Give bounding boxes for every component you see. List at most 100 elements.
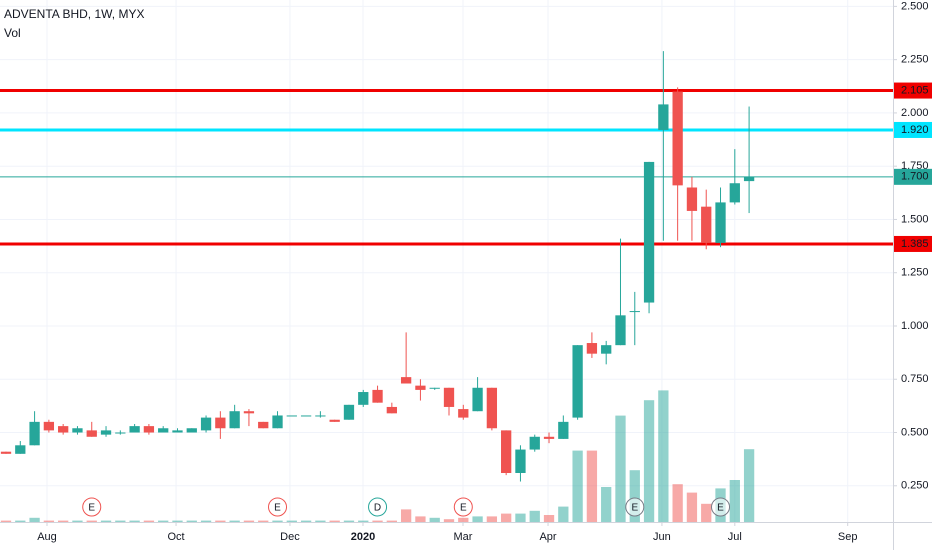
y-tick-label: 0.500 <box>901 426 929 438</box>
volume-bar <box>329 520 340 522</box>
volume-bar <box>86 520 97 522</box>
volume-bar <box>572 450 583 522</box>
volume-bar <box>701 503 712 522</box>
volume-bar <box>215 520 226 522</box>
volume-pane <box>0 390 755 522</box>
levels <box>0 89 893 246</box>
candle-body <box>258 421 269 429</box>
x-tick-label: Mar <box>454 531 473 543</box>
event-marker <box>625 497 645 517</box>
candle-body <box>586 343 598 354</box>
y-tick-label: 2.250 <box>901 54 929 66</box>
volume-bar <box>501 513 512 522</box>
candle-body <box>172 430 183 433</box>
candle-body <box>601 345 612 354</box>
level-label-box <box>894 168 932 185</box>
candle-body <box>572 345 583 418</box>
candle-body <box>100 430 112 435</box>
candle-body <box>129 426 140 433</box>
candle-body <box>686 187 698 211</box>
volume-bar <box>643 400 655 522</box>
candle-body <box>115 432 126 434</box>
y-tick-label: 1.250 <box>901 267 929 279</box>
volume-bar <box>143 520 155 522</box>
event-label: E <box>274 503 281 514</box>
candle-body <box>672 91 683 186</box>
candle-body <box>458 409 469 418</box>
chart-title: ADVENTA BHD, 1W, MYX <box>4 7 144 21</box>
candle-body <box>415 385 426 390</box>
candle-body <box>543 436 555 439</box>
candle-body <box>300 415 312 417</box>
candle-body <box>72 428 83 433</box>
volume-bar <box>586 450 598 522</box>
x-tick-label: Apr <box>539 531 556 543</box>
volume-bar <box>429 517 440 522</box>
event-marker <box>453 497 473 517</box>
event-label: E <box>88 503 95 514</box>
candle-body <box>701 206 712 243</box>
candle-body <box>315 415 326 417</box>
event-label: E <box>631 503 638 514</box>
candle-body <box>158 428 169 433</box>
y-tick-label: 2.000 <box>901 107 929 119</box>
volume-bar <box>186 520 197 522</box>
volume-bar <box>286 520 297 522</box>
volume-bar <box>29 517 40 522</box>
candle-body <box>58 426 69 433</box>
candle-body <box>429 387 440 389</box>
y-tick-label: 1.000 <box>901 320 929 332</box>
volume-bar <box>72 520 83 522</box>
x-tick-label: Sep <box>838 531 858 543</box>
volume-bar <box>358 520 369 522</box>
volume-bar <box>472 516 483 522</box>
candle-body <box>343 404 355 420</box>
candle-body <box>729 183 740 203</box>
level-label: 2.105 <box>901 84 929 96</box>
candle-body <box>186 428 197 433</box>
volume-bar <box>115 520 126 522</box>
candle-body <box>329 419 340 422</box>
volume-bar <box>158 520 169 522</box>
candle-body <box>629 311 640 313</box>
grid <box>0 0 893 522</box>
level-label-box <box>894 121 932 138</box>
candle-body <box>658 104 669 130</box>
volume-bar <box>15 520 26 522</box>
candle-body <box>358 392 369 405</box>
volume-bar <box>172 520 183 522</box>
event-label: E <box>460 503 467 514</box>
candle-body <box>43 421 55 431</box>
volume-bar <box>729 480 740 522</box>
volume-bar <box>601 487 612 522</box>
volume-bar <box>58 520 69 522</box>
volume-bar <box>386 520 397 522</box>
volume-bar <box>258 520 269 522</box>
candle-body <box>443 387 455 407</box>
event-marker <box>711 497 731 517</box>
candles <box>0 51 755 482</box>
volume-bar <box>272 520 283 522</box>
volume-bar <box>615 415 626 522</box>
volume-bar <box>515 513 526 522</box>
candle-body <box>400 377 412 384</box>
candle-body <box>743 176 755 182</box>
candle-body <box>15 445 26 454</box>
x-tick-label: Jul <box>728 531 742 543</box>
y-tick-label: 2.500 <box>901 0 929 12</box>
volume-bar <box>100 520 112 522</box>
volume-bar <box>486 516 498 522</box>
volume-bar <box>343 520 355 522</box>
candle-body <box>86 430 97 437</box>
x-tick-label: Jun <box>653 531 671 543</box>
volume-bar <box>43 520 55 522</box>
volume-bar <box>629 470 640 522</box>
candle-body <box>372 389 383 403</box>
volume-bar <box>300 520 312 522</box>
volume-bar <box>415 516 426 522</box>
volume-bar <box>543 515 555 522</box>
candle-body <box>529 436 540 450</box>
axes: 0.2500.5000.7501.0001.2501.5001.7502.000… <box>37 0 932 543</box>
